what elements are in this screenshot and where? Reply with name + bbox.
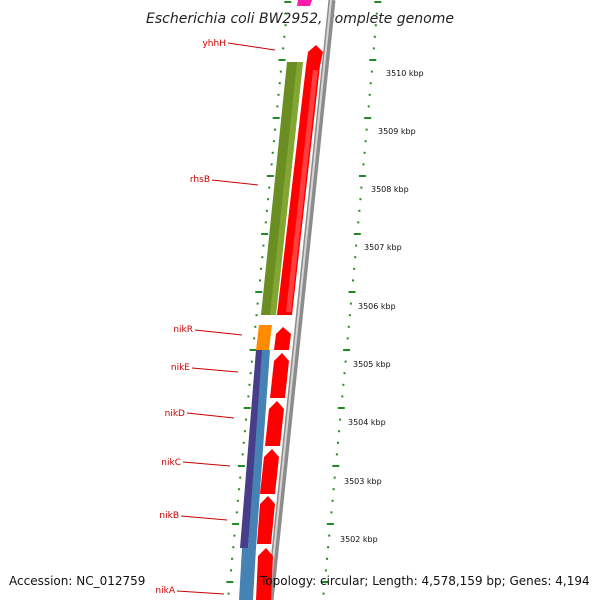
nikE-leader-line bbox=[191, 367, 239, 373]
rhsB-leader-line bbox=[211, 179, 259, 186]
kbp-label-3504: 3504 kbp bbox=[348, 418, 386, 427]
gene-label-nikA: nikA bbox=[155, 586, 175, 596]
genome-backbone-highlight bbox=[268, 0, 332, 600]
yhhH-leader-line bbox=[227, 42, 276, 51]
kbp-label-3509: 3509 kbp bbox=[378, 127, 416, 136]
forward-strand-genes bbox=[239, 62, 303, 600]
gene-label-rhsB: rhsB bbox=[190, 175, 210, 185]
kbp-scale-labels: 3510 kbp 3509 kbp 3508 kbp 3507 kbp 3506… bbox=[340, 69, 424, 544]
red-gene-arrow-5 bbox=[265, 401, 284, 446]
reverse-strand-genes bbox=[256, 45, 323, 600]
red-gene-arrow-7 bbox=[257, 496, 275, 544]
nikB-leader-line bbox=[180, 515, 228, 521]
kbp-label-3507: 3507 kbp bbox=[364, 243, 402, 252]
red-gene-arrow-3 bbox=[274, 327, 291, 350]
red-gene-arrow-2-shine bbox=[286, 70, 318, 312]
red-gene-arrow-6 bbox=[260, 449, 279, 494]
gene-labels: yhhH rhsB nikR nikE nikD nikC nikB nikA bbox=[155, 39, 276, 596]
red-gene-arrow-4 bbox=[270, 353, 289, 398]
gene-label-nikR: nikR bbox=[173, 325, 193, 335]
gene-label-nikE: nikE bbox=[171, 363, 190, 373]
nikD-leader-line bbox=[186, 412, 235, 419]
gene-label-nikD: nikD bbox=[165, 409, 185, 419]
accession-text: Accession: NC_012759 bbox=[9, 574, 146, 588]
genome-title: Escherichia coli BW2952, complete genome bbox=[146, 11, 454, 27]
kbp-label-3506: 3506 kbp bbox=[358, 302, 396, 311]
gene-nikD-bar bbox=[248, 350, 270, 548]
gene-rhsB-shade bbox=[270, 62, 303, 315]
gene-label-nikC: nikC bbox=[161, 458, 181, 468]
kbp-label-3505: 3505 kbp bbox=[353, 360, 391, 369]
kbp-label-3503: 3503 kbp bbox=[344, 477, 382, 486]
nikC-leader-line bbox=[182, 461, 231, 467]
genome-summary-text: Topology: circular; Length: 4,578,159 bp… bbox=[260, 574, 590, 588]
red-gene-arrow-1 bbox=[306, 45, 323, 66]
nikA-leader-line bbox=[176, 590, 225, 595]
red-gene-arrow-8 bbox=[256, 548, 273, 600]
gene-label-yhhH: yhhH bbox=[202, 39, 226, 49]
gene-label-nikB: nikB bbox=[159, 511, 179, 521]
kbp-label-3508: 3508 kbp bbox=[371, 185, 409, 194]
nikR-leader-line bbox=[194, 329, 243, 336]
top-gene-arrow bbox=[297, 0, 312, 6]
inner-tick-track bbox=[226, 1, 292, 595]
outer-scale-track bbox=[321, 1, 382, 595]
kbp-label-3502: 3502 kbp bbox=[340, 535, 378, 544]
gene-nikE-bar bbox=[240, 350, 264, 548]
gene-nikA-bar bbox=[239, 548, 256, 600]
gene-nikR-bar bbox=[256, 325, 272, 350]
kbp-label-3510: 3510 kbp bbox=[386, 69, 424, 78]
